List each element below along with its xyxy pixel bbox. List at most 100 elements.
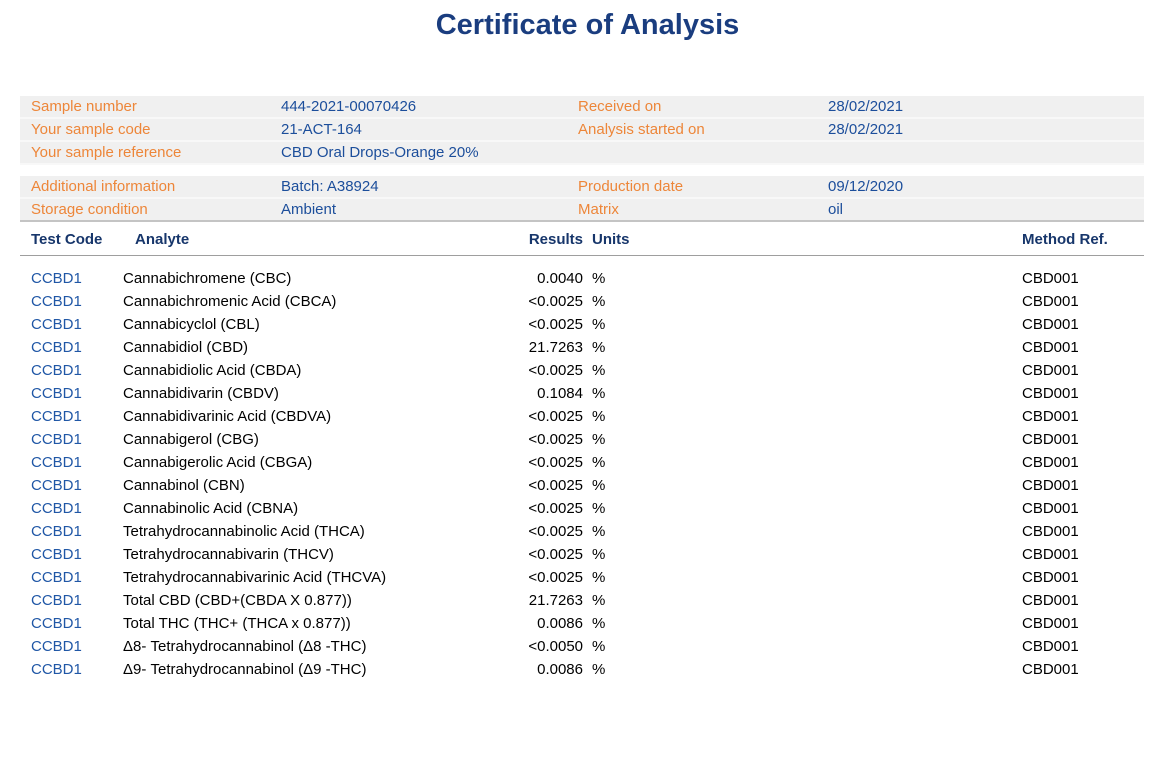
column-header-units: Units [592, 231, 630, 248]
info-label: Additional information [31, 178, 176, 195]
result-cell: <0.0050 [528, 638, 583, 655]
method-ref-cell: CBD001 [1022, 454, 1079, 471]
units-cell: % [592, 569, 606, 586]
analyte-cell: Total THC (THC+ (THCA x 0.877)) [123, 615, 351, 632]
info-label: Your sample code [31, 121, 151, 138]
result-row: CCBD1 Δ8- Tetrahydrocannabinol (Δ8 -THC)… [20, 635, 1144, 658]
result-cell: <0.0025 [528, 523, 583, 540]
result-cell: 0.0040 [537, 270, 583, 287]
analyte-cell: Cannabicyclol (CBL) [123, 316, 260, 333]
method-ref-cell: CBD001 [1022, 408, 1079, 425]
units-cell: % [592, 477, 606, 494]
info-value: 09/12/2020 [828, 178, 904, 195]
test-code-cell: CCBD1 [31, 615, 82, 632]
column-header-method-ref: Method Ref. [1022, 231, 1108, 248]
method-ref-cell: CBD001 [1022, 523, 1079, 540]
test-code-cell: CCBD1 [31, 546, 82, 563]
test-code-cell: CCBD1 [31, 638, 82, 655]
analyte-cell: Total CBD (CBD+(CBDA X 0.877)) [123, 592, 352, 609]
units-cell: % [592, 316, 606, 333]
info-label: Sample number [31, 98, 137, 115]
page-title: Certificate of Analysis [435, 9, 740, 41]
info-value: Batch: A38924 [281, 178, 379, 195]
info-row: Storage condition Ambient Matrix oil [20, 199, 1144, 220]
units-cell: % [592, 592, 606, 609]
result-row: CCBD1 Cannabinolic Acid (CBNA) <0.0025 %… [20, 497, 1144, 520]
analyte-cell: Tetrahydrocannabinolic Acid (THCA) [123, 523, 365, 540]
result-cell: <0.0025 [528, 362, 583, 379]
info-label: Received on [578, 98, 662, 115]
result-cell: 21.7263 [528, 592, 583, 609]
analyte-cell: Cannabichromenic Acid (CBCA) [123, 293, 337, 310]
method-ref-cell: CBD001 [1022, 293, 1079, 310]
result-cell: <0.0025 [528, 431, 583, 448]
method-ref-cell: CBD001 [1022, 661, 1079, 678]
content-area: Sample number 444-2021-00070426 Received… [20, 96, 1144, 681]
analyte-cell: Δ8- Tetrahydrocannabinol (Δ8 -THC) [123, 638, 367, 655]
result-row: CCBD1 Cannabigerolic Acid (CBGA) <0.0025… [20, 451, 1144, 474]
test-code-cell: CCBD1 [31, 454, 82, 471]
units-cell: % [592, 385, 606, 402]
analyte-cell: Tetrahydrocannabivarin (THCV) [123, 546, 334, 563]
units-cell: % [592, 638, 606, 655]
units-cell: % [592, 661, 606, 678]
method-ref-cell: CBD001 [1022, 638, 1079, 655]
analyte-cell: Cannabigerolic Acid (CBGA) [123, 454, 313, 471]
units-cell: % [592, 362, 606, 379]
info-label: Production date [578, 178, 684, 195]
test-code-cell: CCBD1 [31, 385, 82, 402]
units-cell: % [592, 339, 606, 356]
info-label: Analysis started on [578, 121, 705, 138]
analyte-cell: Cannabidivarin (CBDV) [123, 385, 279, 402]
test-code-cell: CCBD1 [31, 569, 82, 586]
result-cell: <0.0025 [528, 477, 583, 494]
result-row: CCBD1 Cannabidivarinic Acid (CBDVA) <0.0… [20, 405, 1144, 428]
units-cell: % [592, 431, 606, 448]
info-row: Your sample code 21-ACT-164 Analysis sta… [20, 119, 1144, 142]
result-row: CCBD1 Cannabicyclol (CBL) <0.0025 % CBD0… [20, 313, 1144, 336]
test-code-cell: CCBD1 [31, 362, 82, 379]
info-row: Sample number 444-2021-00070426 Received… [20, 96, 1144, 119]
result-cell: 21.7263 [528, 339, 583, 356]
units-cell: % [592, 546, 606, 563]
sample-info-block: Sample number 444-2021-00070426 Received… [20, 96, 1144, 165]
result-cell: <0.0025 [528, 546, 583, 563]
results-table-body: CCBD1 Cannabichromene (CBC) 0.0040 % CBD… [20, 256, 1144, 681]
analyte-cell: Tetrahydrocannabivarinic Acid (THCVA) [123, 569, 387, 586]
test-code-cell: CCBD1 [31, 408, 82, 425]
method-ref-cell: CBD001 [1022, 362, 1079, 379]
test-code-cell: CCBD1 [31, 523, 82, 540]
result-row: CCBD1 Tetrahydrocannabivarin (THCV) <0.0… [20, 543, 1144, 566]
method-ref-cell: CBD001 [1022, 569, 1079, 586]
units-cell: % [592, 523, 606, 540]
test-code-cell: CCBD1 [31, 477, 82, 494]
test-code-cell: CCBD1 [31, 661, 82, 678]
result-cell: <0.0025 [528, 408, 583, 425]
column-header-test-code: Test Code [31, 231, 103, 248]
result-row: CCBD1 Cannabidiol (CBD) 21.7263 % CBD001 [20, 336, 1144, 359]
result-cell: 0.1084 [537, 385, 583, 402]
units-cell: % [592, 270, 606, 287]
method-ref-cell: CBD001 [1022, 316, 1079, 333]
method-ref-cell: CBD001 [1022, 500, 1079, 517]
result-cell: <0.0025 [528, 500, 583, 517]
units-cell: % [592, 454, 606, 471]
method-ref-cell: CBD001 [1022, 615, 1079, 632]
result-row: CCBD1 Cannabichromene (CBC) 0.0040 % CBD… [20, 267, 1144, 290]
units-cell: % [592, 408, 606, 425]
result-row: CCBD1 Cannabichromenic Acid (CBCA) <0.00… [20, 290, 1144, 313]
column-header-results: Results [528, 231, 583, 248]
analyte-cell: Cannabigerol (CBG) [123, 431, 259, 448]
method-ref-cell: CBD001 [1022, 339, 1079, 356]
result-cell: <0.0025 [528, 316, 583, 333]
result-cell: <0.0025 [528, 454, 583, 471]
analyte-cell: Cannabinolic Acid (CBNA) [123, 500, 299, 517]
result-row: CCBD1 Total THC (THC+ (THCA x 0.877)) 0.… [20, 612, 1144, 635]
result-cell: 0.0086 [537, 615, 583, 632]
analyte-cell: Cannabidiolic Acid (CBDA) [123, 362, 302, 379]
info-row: Your sample reference CBD Oral Drops-Ora… [20, 142, 1144, 165]
analyte-cell: Cannabichromene (CBC) [123, 270, 292, 287]
test-code-cell: CCBD1 [31, 500, 82, 517]
units-cell: % [592, 615, 606, 632]
test-code-cell: CCBD1 [31, 339, 82, 356]
